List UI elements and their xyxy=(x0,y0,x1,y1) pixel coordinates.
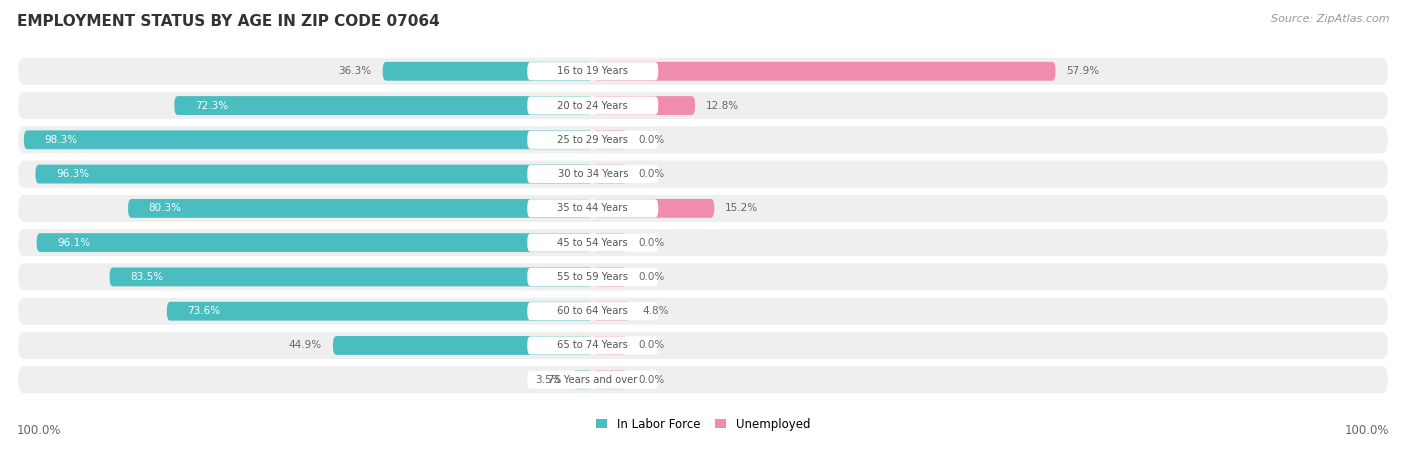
FancyBboxPatch shape xyxy=(593,370,627,389)
Text: 0.0%: 0.0% xyxy=(638,341,665,350)
Text: 16 to 19 Years: 16 to 19 Years xyxy=(557,66,628,76)
Text: 30 to 34 Years: 30 to 34 Years xyxy=(558,169,628,179)
FancyBboxPatch shape xyxy=(333,336,593,355)
FancyBboxPatch shape xyxy=(18,332,1388,359)
Text: 36.3%: 36.3% xyxy=(339,66,371,76)
FancyBboxPatch shape xyxy=(174,96,593,115)
Text: EMPLOYMENT STATUS BY AGE IN ZIP CODE 07064: EMPLOYMENT STATUS BY AGE IN ZIP CODE 070… xyxy=(17,14,440,28)
Text: 65 to 74 Years: 65 to 74 Years xyxy=(557,341,628,350)
FancyBboxPatch shape xyxy=(110,267,593,286)
FancyBboxPatch shape xyxy=(593,96,695,115)
Text: 75 Years and over: 75 Years and over xyxy=(548,375,637,385)
Text: 0.0%: 0.0% xyxy=(638,272,665,282)
FancyBboxPatch shape xyxy=(527,234,658,252)
Text: 57.9%: 57.9% xyxy=(1067,66,1099,76)
Text: 80.3%: 80.3% xyxy=(149,203,181,213)
Text: 0.0%: 0.0% xyxy=(638,135,665,145)
Text: 15.2%: 15.2% xyxy=(725,203,758,213)
Text: 12.8%: 12.8% xyxy=(706,101,740,110)
FancyBboxPatch shape xyxy=(527,268,658,286)
FancyBboxPatch shape xyxy=(593,233,627,252)
Text: 4.8%: 4.8% xyxy=(643,306,669,316)
FancyBboxPatch shape xyxy=(593,302,631,321)
Text: 0.0%: 0.0% xyxy=(638,169,665,179)
FancyBboxPatch shape xyxy=(18,366,1388,393)
Text: 45 to 54 Years: 45 to 54 Years xyxy=(557,238,628,248)
FancyBboxPatch shape xyxy=(593,130,627,149)
Text: 0.0%: 0.0% xyxy=(638,375,665,385)
Text: 55 to 59 Years: 55 to 59 Years xyxy=(557,272,628,282)
FancyBboxPatch shape xyxy=(527,131,658,149)
Text: Source: ZipAtlas.com: Source: ZipAtlas.com xyxy=(1271,14,1389,23)
FancyBboxPatch shape xyxy=(35,165,593,184)
Text: 100.0%: 100.0% xyxy=(17,424,62,437)
FancyBboxPatch shape xyxy=(593,165,627,184)
FancyBboxPatch shape xyxy=(527,62,658,80)
Text: 98.3%: 98.3% xyxy=(45,135,77,145)
FancyBboxPatch shape xyxy=(128,199,593,218)
Text: 35 to 44 Years: 35 to 44 Years xyxy=(557,203,628,213)
FancyBboxPatch shape xyxy=(18,229,1388,256)
Text: 83.5%: 83.5% xyxy=(131,272,163,282)
Text: 96.1%: 96.1% xyxy=(58,238,90,248)
FancyBboxPatch shape xyxy=(18,263,1388,290)
FancyBboxPatch shape xyxy=(382,62,593,81)
Text: 25 to 29 Years: 25 to 29 Years xyxy=(557,135,628,145)
Text: 96.3%: 96.3% xyxy=(56,169,89,179)
FancyBboxPatch shape xyxy=(527,97,658,115)
FancyBboxPatch shape xyxy=(527,371,658,389)
FancyBboxPatch shape xyxy=(593,336,627,355)
Text: 73.6%: 73.6% xyxy=(187,306,221,316)
FancyBboxPatch shape xyxy=(527,336,658,354)
Text: 100.0%: 100.0% xyxy=(1344,424,1389,437)
FancyBboxPatch shape xyxy=(527,199,658,217)
FancyBboxPatch shape xyxy=(18,92,1388,119)
FancyBboxPatch shape xyxy=(18,126,1388,153)
Text: 44.9%: 44.9% xyxy=(288,341,322,350)
Text: 72.3%: 72.3% xyxy=(195,101,228,110)
Text: 20 to 24 Years: 20 to 24 Years xyxy=(557,101,628,110)
FancyBboxPatch shape xyxy=(18,195,1388,222)
FancyBboxPatch shape xyxy=(18,161,1388,188)
FancyBboxPatch shape xyxy=(593,62,1056,81)
FancyBboxPatch shape xyxy=(527,165,658,183)
FancyBboxPatch shape xyxy=(18,298,1388,325)
FancyBboxPatch shape xyxy=(527,302,658,320)
Text: 0.0%: 0.0% xyxy=(638,238,665,248)
FancyBboxPatch shape xyxy=(18,58,1388,85)
FancyBboxPatch shape xyxy=(24,130,593,149)
FancyBboxPatch shape xyxy=(167,302,593,321)
FancyBboxPatch shape xyxy=(572,370,593,389)
Text: 60 to 64 Years: 60 to 64 Years xyxy=(557,306,628,316)
FancyBboxPatch shape xyxy=(593,199,714,218)
Legend: In Labor Force, Unemployed: In Labor Force, Unemployed xyxy=(591,413,815,436)
Text: 3.5%: 3.5% xyxy=(536,375,561,385)
FancyBboxPatch shape xyxy=(593,267,627,286)
FancyBboxPatch shape xyxy=(37,233,593,252)
